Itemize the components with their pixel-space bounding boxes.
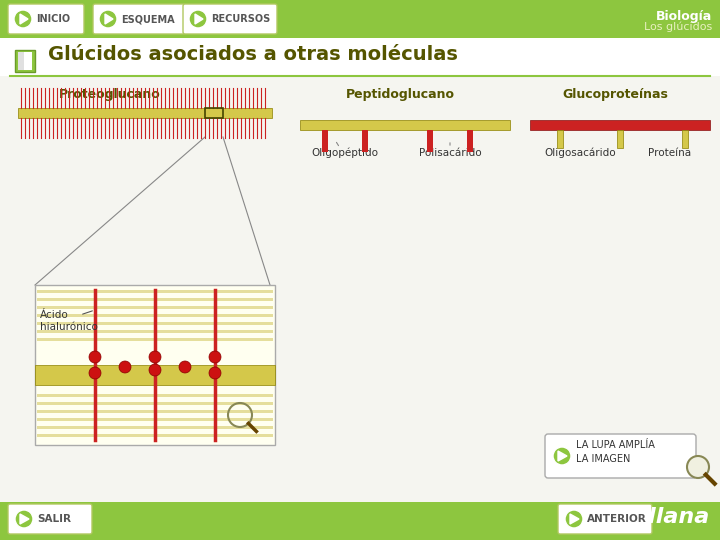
Circle shape [89, 351, 101, 363]
Circle shape [15, 510, 33, 528]
Circle shape [553, 447, 571, 465]
Polygon shape [570, 514, 579, 524]
Polygon shape [20, 514, 29, 524]
Polygon shape [20, 14, 28, 24]
FancyBboxPatch shape [183, 4, 277, 34]
Bar [427, 130, 433, 152]
Bar [617, 130, 623, 148]
Circle shape [99, 10, 117, 28]
Bar [682, 130, 688, 148]
Text: Proteína: Proteína [649, 148, 692, 158]
Text: INICIO: INICIO [36, 14, 70, 24]
Text: Ácido
hialurónico: Ácido hialurónico [40, 310, 98, 332]
Bar [37, 314, 273, 317]
Text: ESQUEMA: ESQUEMA [121, 14, 175, 24]
Bar [467, 130, 473, 152]
FancyBboxPatch shape [93, 4, 185, 34]
Bar [322, 130, 328, 152]
Circle shape [209, 351, 221, 363]
Bar [37, 394, 273, 397]
Bar [37, 290, 273, 293]
FancyBboxPatch shape [545, 434, 696, 478]
Circle shape [119, 361, 131, 373]
Polygon shape [195, 14, 203, 24]
Text: Oligopéptido: Oligopéptido [312, 148, 379, 159]
Bar [0, 38, 720, 76]
Text: Santillana: Santillana [584, 507, 710, 527]
Bar [35, 285, 275, 445]
Bar [37, 418, 273, 421]
Text: Proteoglucano: Proteoglucano [59, 88, 161, 101]
Bar [37, 434, 273, 437]
Bar [15, 50, 35, 72]
Circle shape [89, 367, 101, 379]
Bar [300, 120, 510, 130]
Circle shape [149, 364, 161, 376]
Bar [37, 410, 273, 413]
Text: Biología: Biología [656, 10, 712, 23]
Circle shape [189, 10, 207, 28]
Circle shape [179, 361, 191, 373]
Bar [205, 108, 223, 118]
Circle shape [565, 510, 583, 528]
FancyBboxPatch shape [8, 504, 92, 534]
Text: Oligosacárido: Oligosacárido [544, 148, 616, 159]
Text: LA LUPA AMPLÍA
LA IMAGEN: LA LUPA AMPLÍA LA IMAGEN [576, 441, 655, 464]
Bar [37, 322, 273, 325]
Bar [37, 426, 273, 429]
Bar [35, 365, 275, 385]
Bar [362, 130, 368, 152]
Text: Glucoproteínas: Glucoproteínas [562, 88, 668, 101]
Bar [37, 402, 273, 405]
Bar [557, 130, 563, 148]
Circle shape [209, 367, 221, 379]
Polygon shape [105, 14, 113, 24]
Text: ANTERIOR: ANTERIOR [587, 514, 647, 524]
FancyBboxPatch shape [8, 4, 84, 34]
FancyBboxPatch shape [558, 504, 652, 534]
Circle shape [687, 456, 709, 478]
Text: Los glúcidos: Los glúcidos [644, 22, 712, 32]
Text: Glúcidos asociados a otras moléculas: Glúcidos asociados a otras moléculas [48, 45, 458, 64]
Bar [37, 298, 273, 301]
Text: Polisacárido: Polisacárido [419, 148, 481, 158]
FancyBboxPatch shape [0, 0, 720, 38]
Text: RECURSOS: RECURSOS [211, 14, 270, 24]
Bar [37, 338, 273, 341]
Bar [18, 52, 24, 70]
Bar [530, 120, 710, 130]
Text: Peptidoglucano: Peptidoglucano [346, 88, 454, 101]
Bar [37, 306, 273, 309]
Circle shape [14, 10, 32, 28]
Bar [0, 502, 720, 540]
Bar [18, 108, 272, 118]
Circle shape [149, 351, 161, 363]
Bar [18, 52, 32, 70]
Bar [37, 330, 273, 333]
Text: SALIR: SALIR [37, 514, 71, 524]
Polygon shape [558, 451, 567, 461]
